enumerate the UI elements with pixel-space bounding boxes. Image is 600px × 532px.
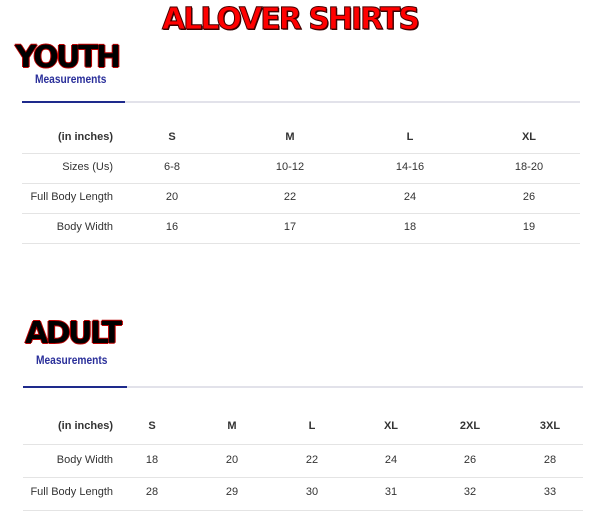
- column-header: XL: [383, 420, 399, 432]
- column-header-unit: (in inches): [57, 131, 113, 143]
- row-divider: [23, 444, 583, 445]
- row-divider: [23, 477, 583, 478]
- column-header: 2XL: [459, 420, 481, 432]
- table-cell: 20: [225, 454, 239, 466]
- table-cell: 28: [543, 454, 557, 466]
- row-label: Body Width: [56, 221, 113, 233]
- table-cell: 24: [384, 454, 398, 466]
- adult-accent-line: [23, 386, 127, 388]
- row-label: Body Width: [56, 454, 113, 466]
- table-cell: 10-12: [275, 161, 305, 173]
- table-cell: 22: [283, 191, 297, 203]
- column-header: M: [227, 420, 237, 432]
- row-divider: [22, 213, 580, 214]
- table-cell: 28: [145, 486, 159, 498]
- row-divider: [22, 183, 580, 184]
- table-cell: 32: [463, 486, 477, 498]
- table-cell: 17: [283, 221, 297, 233]
- table-cell: 14-16: [395, 161, 425, 173]
- column-header: S: [148, 420, 156, 432]
- adult-divider: [23, 386, 583, 388]
- table-cell: 16: [165, 221, 179, 233]
- column-header: L: [406, 131, 414, 143]
- table-cell: 18: [403, 221, 417, 233]
- table-cell: 30: [305, 486, 319, 498]
- page-title: ALLOVER SHIRTS: [161, 2, 420, 38]
- table-cell: 18-20: [514, 161, 544, 173]
- youth-divider: [22, 101, 580, 103]
- row-divider: [23, 510, 583, 511]
- column-header: L: [308, 420, 316, 432]
- table-cell: 33: [543, 486, 557, 498]
- youth-heading: YOUTH: [15, 40, 121, 75]
- table-cell: 26: [463, 454, 477, 466]
- column-header: S: [168, 131, 176, 143]
- row-label: Full Body Length: [30, 191, 113, 203]
- column-header: 3XL: [539, 420, 561, 432]
- adult-subheading: Measurements: [36, 353, 108, 367]
- table-cell: 29: [225, 486, 239, 498]
- column-header-unit: (in inches): [57, 420, 113, 432]
- adult-heading: ADULT: [25, 316, 122, 351]
- table-cell: 22: [305, 454, 319, 466]
- column-header: M: [285, 131, 295, 143]
- table-cell: 19: [522, 221, 536, 233]
- youth-subheading: Measurements: [35, 72, 107, 86]
- column-header: XL: [521, 131, 537, 143]
- row-label: Full Body Length: [30, 486, 113, 498]
- row-label: Sizes (Us): [62, 161, 113, 173]
- table-cell: 20: [165, 191, 179, 203]
- table-cell: 24: [403, 191, 417, 203]
- table-cell: 26: [522, 191, 536, 203]
- row-divider: [22, 153, 580, 154]
- row-divider: [22, 243, 580, 244]
- table-cell: 31: [384, 486, 398, 498]
- table-cell: 18: [145, 454, 159, 466]
- youth-accent-line: [22, 101, 125, 103]
- table-cell: 6-8: [164, 161, 180, 173]
